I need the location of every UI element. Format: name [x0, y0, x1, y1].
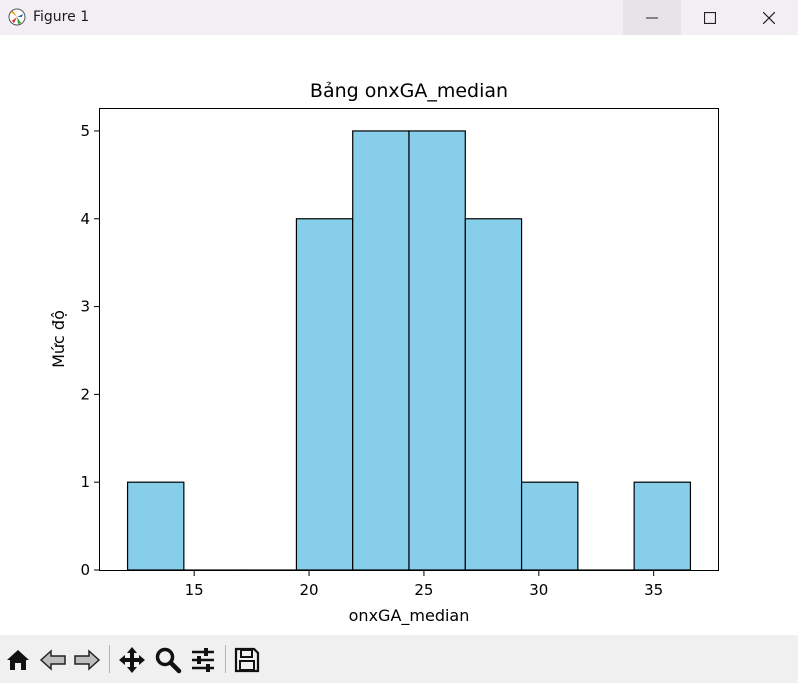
plot-area-frame [99, 108, 719, 571]
back-button[interactable] [38, 646, 68, 674]
minimize-icon [646, 17, 658, 18]
histogram-bar [633, 481, 692, 571]
chart-title: Bảng onxGA_median [310, 80, 508, 102]
forward-arrow-icon [74, 649, 101, 671]
maximize-icon [704, 11, 716, 24]
x-axis-label: onxGA_median [349, 606, 470, 626]
window-title: Figure 1 [33, 9, 90, 25]
figure-canvas[interactable]: Bảng onxGA_median 15 20 25 30 35 0 1 2 3 4 5 onxG… [0, 35, 798, 635]
x-axis-ticks: 15 20 25 30 35 [185, 570, 663, 599]
y-axis-ticks: 0 1 2 3 4 5 [80, 122, 100, 579]
histogram-bar [520, 481, 579, 571]
histogram-chart: Bảng onxGA_median 15 20 25 30 35 0 1 2 3 4 5 onxG… [49, 80, 719, 626]
configure-subplots-icon [192, 648, 214, 672]
y-tick-label: 4 [80, 210, 90, 228]
navigation-toolbar [0, 635, 798, 683]
zoom-button[interactable] [153, 646, 183, 674]
toolbar-separator [109, 645, 110, 673]
window-titlebar: Figure 1 [0, 0, 798, 35]
histogram-bar [464, 218, 523, 571]
y-axis-label: Mức độ [49, 310, 68, 368]
save-button[interactable] [232, 646, 262, 674]
x-tick-label: 30 [529, 581, 548, 599]
forward-button[interactable] [72, 646, 102, 674]
maximize-button[interactable] [681, 0, 739, 35]
y-tick-label: 3 [80, 298, 90, 316]
pan-move-icon [119, 647, 145, 673]
close-icon [763, 11, 775, 24]
y-tick-label: 1 [80, 473, 90, 491]
home-button[interactable] [3, 646, 33, 674]
histogram-bar [352, 130, 410, 571]
histogram-bar [126, 481, 185, 571]
y-tick-label: 2 [80, 385, 90, 403]
back-arrow-icon [39, 649, 66, 671]
x-tick-label: 20 [300, 581, 319, 599]
pan-button[interactable] [117, 646, 147, 674]
close-button[interactable] [740, 0, 798, 35]
x-tick-label: 35 [644, 581, 663, 599]
save-floppy-icon [234, 647, 260, 673]
y-tick-label: 5 [80, 122, 90, 140]
toolbar-separator [225, 645, 226, 673]
histogram-bar [295, 218, 354, 571]
configure-subplots-button[interactable] [188, 646, 218, 674]
bars-group [126, 130, 692, 571]
y-tick-label: 0 [80, 561, 90, 579]
home-icon [7, 650, 29, 670]
zoom-magnifier-icon [155, 647, 182, 674]
x-tick-label: 15 [185, 581, 204, 599]
minimize-button[interactable] [623, 0, 681, 35]
histogram-bar [408, 130, 466, 571]
matplotlib-logo-icon [8, 8, 26, 26]
x-tick-label: 25 [414, 581, 433, 599]
